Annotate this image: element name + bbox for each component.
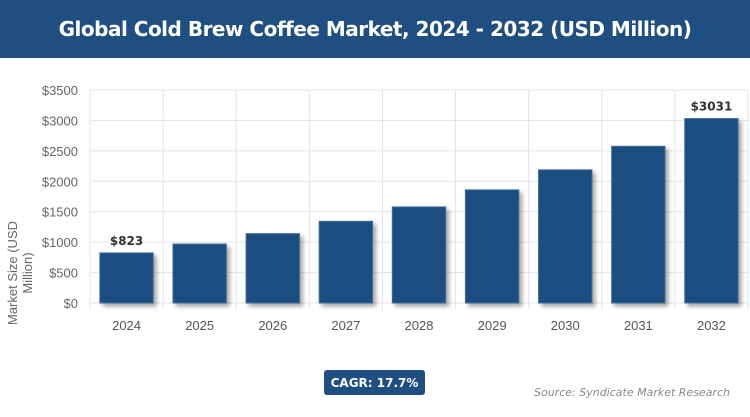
y-axis-label: Market Size (USD Million) <box>5 220 35 326</box>
svg-text:2024: 2024 <box>112 318 141 333</box>
bar-2024 <box>99 252 154 304</box>
svg-text:2032: 2032 <box>697 318 726 333</box>
svg-text:$3000: $3000 <box>42 113 78 128</box>
source-note: Source: Syndicate Market Research <box>534 386 730 399</box>
chart-title: Global Cold Brew Coffee Market, 2024 - 2… <box>58 17 692 41</box>
svg-text:$500: $500 <box>49 266 78 281</box>
svg-text:$3500: $3500 <box>42 83 78 98</box>
svg-text:2029: 2029 <box>478 318 507 333</box>
svg-text:2028: 2028 <box>405 318 434 333</box>
svg-text:$0: $0 <box>64 296 78 311</box>
bar-2025 <box>172 243 227 304</box>
bar-2028 <box>391 206 447 304</box>
svg-text:$823: $823 <box>110 234 143 248</box>
bar-2030 <box>538 169 593 304</box>
bar-2029 <box>464 189 520 304</box>
svg-text:2026: 2026 <box>258 318 287 333</box>
cagr-badge: CAGR: 17.7% <box>324 370 425 395</box>
bar-2026 <box>245 233 300 304</box>
svg-text:2027: 2027 <box>331 318 360 333</box>
chart-header: Global Cold Brew Coffee Market, 2024 - 2… <box>0 0 750 58</box>
svg-text:$2500: $2500 <box>42 144 78 159</box>
bar-2027 <box>318 220 374 304</box>
bar-2031 <box>611 145 666 304</box>
svg-text:2031: 2031 <box>624 318 653 333</box>
svg-text:2025: 2025 <box>185 318 214 333</box>
bar-chart: Market Size (USD Million) $0 $500 $1000 $15… <box>0 58 750 358</box>
svg-text:$2000: $2000 <box>42 174 78 189</box>
svg-text:2030: 2030 <box>551 318 580 333</box>
bar-2032 <box>684 118 739 304</box>
svg-text:$3031: $3031 <box>691 100 733 114</box>
svg-text:$1500: $1500 <box>42 205 78 220</box>
chart-canvas: $0 $500 $1000 $1500 $2000 $2500 $3000 $3500 2024… <box>42 83 749 333</box>
svg-text:$1000: $1000 <box>42 235 78 250</box>
